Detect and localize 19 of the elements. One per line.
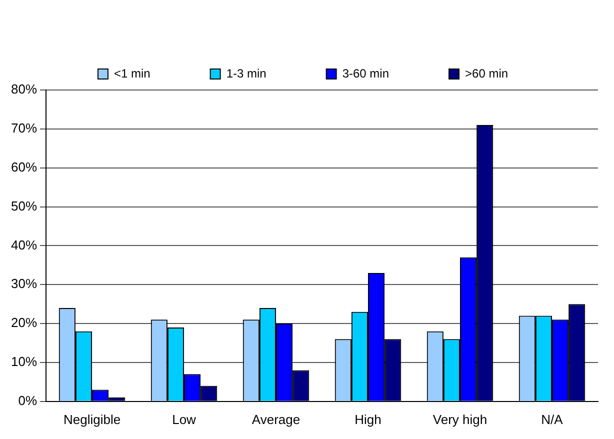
x-tick-label: Negligible xyxy=(63,412,121,427)
legend-label: <1 min xyxy=(114,66,150,80)
y-tick-label: 0% xyxy=(18,392,38,408)
y-tick-label: 60% xyxy=(10,159,38,174)
legend-label: >60 min xyxy=(465,66,508,80)
x-tick-label: Very high xyxy=(432,412,488,427)
y-tick-label: 50% xyxy=(10,198,38,214)
x-tick-label: High xyxy=(354,412,382,427)
y-tick-label: 30% xyxy=(10,276,38,292)
x-tick-label: N/A xyxy=(541,412,564,427)
y-tick-label: 40% xyxy=(10,237,38,252)
x-tick-label: Average xyxy=(252,412,300,427)
legend-label: 3-60 min xyxy=(342,66,390,80)
legend-label: 1-3 min xyxy=(226,66,266,80)
y-tick-label: 20% xyxy=(10,315,38,330)
y-tick-label: 70% xyxy=(10,120,38,136)
y-tick-label: 10% xyxy=(10,354,38,370)
y-tick-label: 80% xyxy=(10,82,38,97)
x-tick-label: Low xyxy=(172,412,197,427)
